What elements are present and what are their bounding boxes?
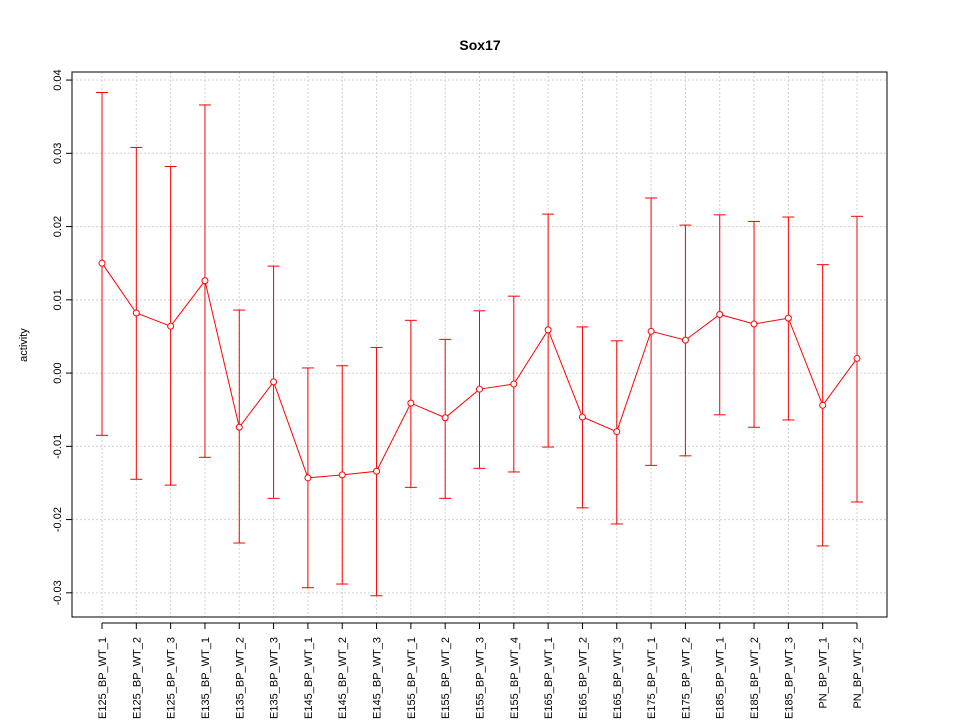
data-point (578, 413, 586, 421)
data-point (716, 310, 724, 318)
y-tick-label: 0.03 (52, 143, 64, 164)
x-tick-label: E145_BP_WT_2 (337, 637, 349, 719)
x-tick-label: E145_BP_WT_3 (372, 637, 384, 719)
data-point (853, 354, 861, 362)
data-point (681, 336, 689, 344)
x-tick-label: E155_BP_WT_1 (406, 637, 418, 719)
x-tick-label: E175_BP_WT_1 (646, 637, 658, 719)
plot-frame (71, 71, 888, 618)
data-point (510, 380, 518, 388)
data-point (235, 423, 243, 431)
x-tick-label: E155_BP_WT_4 (509, 637, 521, 719)
data-point (373, 467, 381, 475)
x-tick-label: E135_BP_WT_2 (234, 637, 246, 719)
x-tick-label: E155_BP_WT_3 (475, 637, 487, 719)
series (96, 92, 863, 597)
y-axis: -0.03 -0.02 -0.01 0.00 0.01 0.02 0.03 0.04 (52, 69, 73, 605)
data-point (304, 474, 312, 482)
data-point (98, 259, 106, 267)
x-tick-label: E135_BP_WT_1 (200, 637, 212, 719)
y-tick-label: 0.01 (52, 289, 64, 310)
x-tick-label: PN_BP_WT_1 (818, 637, 830, 709)
y-tick-label: 0.04 (52, 69, 64, 90)
data-point (476, 385, 483, 393)
data-point (441, 414, 449, 422)
data-point (270, 378, 278, 386)
y-tick-label: -0.03 (52, 580, 64, 605)
data-point (338, 471, 346, 479)
x-tick-label: PN_BP_WT_2 (852, 637, 864, 709)
x-tick-label: E125_BP_WT_2 (131, 637, 143, 719)
x-tick-label: E165_BP_WT_3 (612, 637, 624, 719)
data-point (407, 399, 415, 407)
x-tick-label: E145_BP_WT_1 (303, 637, 315, 719)
x-tick-label: E185_BP_WT_1 (715, 637, 727, 719)
data-point (132, 309, 140, 317)
x-tick-label: E135_BP_WT_3 (269, 637, 281, 719)
chart-title: Sox17 (459, 37, 500, 53)
y-tick-label: 0.02 (52, 216, 64, 237)
data-point (167, 322, 175, 330)
data-point (647, 327, 655, 335)
data-point (544, 326, 552, 334)
x-tick-label: E155_BP_WT_2 (440, 637, 452, 719)
x-axis: E125_BP_WT_1 E125_BP_WT_2 E125_BP_WT_3 E135… (97, 622, 864, 719)
data-point (613, 428, 621, 436)
x-tick-label: E125_BP_WT_3 (166, 637, 178, 719)
x-tick-label: E185_BP_WT_2 (749, 637, 761, 719)
x-tick-label: E165_BP_WT_1 (543, 637, 555, 719)
x-tick-label: E175_BP_WT_2 (680, 637, 692, 719)
data-point (201, 277, 209, 285)
data-point (819, 401, 827, 409)
y-tick-label: -0.01 (52, 434, 64, 459)
y-axis-label: activity (18, 328, 30, 362)
data-point (784, 314, 792, 322)
x-tick-label: E165_BP_WT_2 (577, 637, 589, 719)
x-tick-label: E185_BP_WT_3 (783, 637, 795, 719)
y-tick-label: 0.00 (52, 362, 64, 383)
x-tick-label: E125_BP_WT_1 (97, 637, 109, 719)
data-point (750, 320, 758, 328)
y-tick-label: -0.02 (52, 507, 64, 532)
